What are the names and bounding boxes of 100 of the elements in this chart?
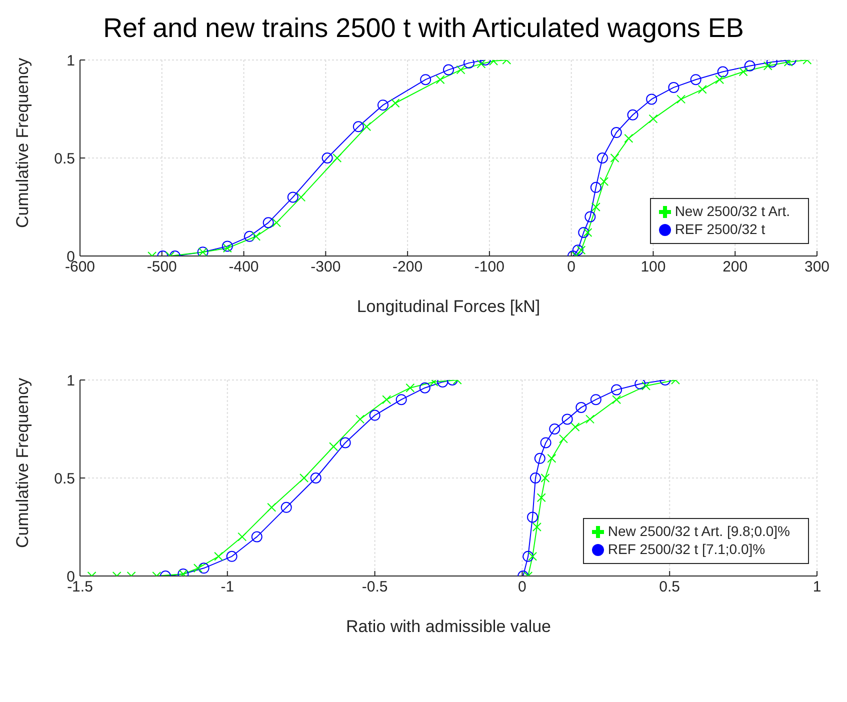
point xyxy=(272,218,282,228)
point xyxy=(534,452,546,464)
point xyxy=(300,474,309,482)
point xyxy=(527,512,538,523)
point xyxy=(610,127,622,138)
y-tick-label: 0.5 xyxy=(54,470,75,488)
point xyxy=(530,472,541,484)
point xyxy=(634,380,646,390)
point xyxy=(456,65,466,74)
x-tick-label: 300 xyxy=(804,258,830,276)
point xyxy=(532,522,542,532)
point xyxy=(267,502,276,512)
point xyxy=(352,121,364,132)
x-tick-label: 200 xyxy=(722,258,748,276)
point xyxy=(578,226,590,238)
legend-label: New 2500/32 t Art. xyxy=(674,203,790,219)
point xyxy=(198,562,210,574)
x-tick-label: 100 xyxy=(640,258,666,276)
point xyxy=(576,246,586,255)
point xyxy=(576,402,587,413)
point xyxy=(717,66,728,78)
point xyxy=(698,84,707,94)
point xyxy=(540,437,552,448)
point xyxy=(648,114,658,124)
point xyxy=(369,410,380,421)
point xyxy=(668,82,680,93)
point xyxy=(262,217,274,228)
point xyxy=(296,192,306,202)
point xyxy=(332,154,342,162)
x-axis-title: Ratio with admissible value xyxy=(346,617,552,636)
point xyxy=(549,424,560,434)
point xyxy=(396,394,407,406)
point xyxy=(419,382,430,394)
x-tick-label: -0.5 xyxy=(362,578,388,596)
y-tick-label: 1 xyxy=(66,52,75,70)
point xyxy=(586,414,595,424)
point xyxy=(436,75,445,84)
point xyxy=(238,532,247,542)
x-tick-label: 1 xyxy=(812,578,822,596)
point xyxy=(624,134,634,143)
x-axis-title: Longitudinal Forces [kN] xyxy=(356,297,540,316)
point xyxy=(676,94,686,104)
point xyxy=(251,531,262,542)
point xyxy=(584,211,596,222)
point xyxy=(322,152,333,164)
legend-label: REF 2500/32 t [7.1;0.0]% xyxy=(608,541,766,557)
y-axis-title: Cumulative Frequency xyxy=(13,57,32,228)
point xyxy=(600,177,609,186)
point xyxy=(610,154,620,162)
point xyxy=(744,60,756,72)
point xyxy=(583,228,592,237)
point xyxy=(763,61,772,70)
x-tick-label: 0 xyxy=(567,258,576,276)
point xyxy=(738,67,748,76)
point xyxy=(329,442,338,452)
x-tick-label: 0 xyxy=(518,578,526,596)
point xyxy=(382,395,392,404)
point xyxy=(690,74,702,86)
point xyxy=(596,152,608,164)
point xyxy=(340,437,351,448)
x-tick-label: -200 xyxy=(392,258,423,276)
x-tick-label: 0.5 xyxy=(659,578,680,596)
point xyxy=(310,472,322,484)
point xyxy=(590,394,602,406)
x-tick-label: -400 xyxy=(228,258,259,276)
point xyxy=(214,552,224,561)
point xyxy=(646,94,658,105)
point xyxy=(642,381,651,390)
legend-label: REF 2500/32 t xyxy=(674,221,766,237)
point xyxy=(377,100,388,111)
point xyxy=(540,474,550,482)
point xyxy=(562,414,573,425)
point xyxy=(570,422,580,432)
point xyxy=(420,74,432,86)
point xyxy=(362,122,372,132)
point xyxy=(572,244,584,256)
x-tick-label: -300 xyxy=(310,258,341,276)
point xyxy=(280,502,292,513)
point xyxy=(222,240,233,252)
point xyxy=(406,383,415,392)
point xyxy=(715,75,724,84)
point xyxy=(528,552,538,561)
point xyxy=(193,564,202,573)
point xyxy=(476,60,486,68)
chart-title: Ref and new trains 2500 t with Articulated wagons EB xyxy=(102,12,745,45)
y-axis-title: Cumulative Frequency xyxy=(13,377,32,548)
point xyxy=(252,232,261,241)
point xyxy=(443,64,454,76)
y-tick-label: 0.5 xyxy=(54,150,75,168)
point xyxy=(356,414,365,424)
point xyxy=(287,192,298,203)
point xyxy=(522,550,534,562)
point xyxy=(591,202,600,212)
legend-label: New 2500/32 t Art. [9.8;0.0]% xyxy=(608,523,790,539)
x-tick-label: -500 xyxy=(146,258,177,276)
point xyxy=(612,395,622,404)
point xyxy=(536,493,546,502)
point xyxy=(611,384,622,396)
point xyxy=(590,182,602,193)
y-tick-label: 1 xyxy=(66,372,75,390)
